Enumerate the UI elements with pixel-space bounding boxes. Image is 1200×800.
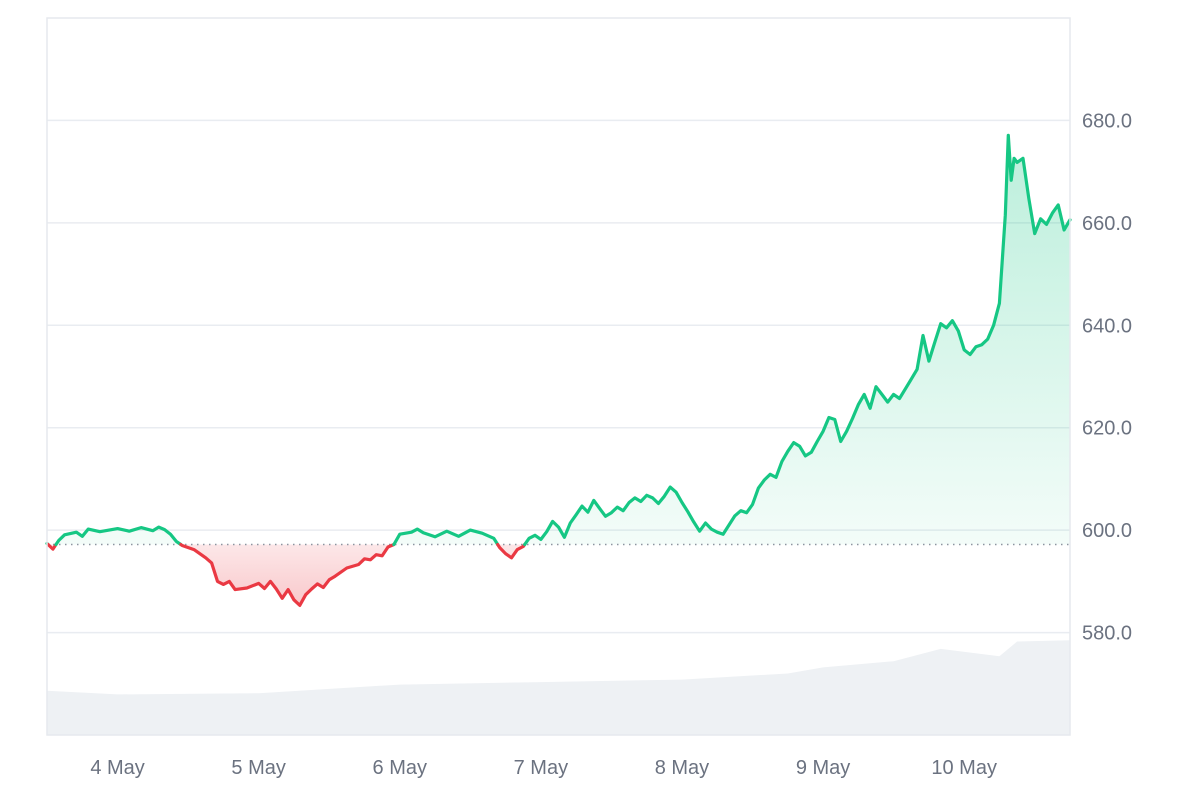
x-tick-label: 8 May <box>655 757 709 779</box>
y-axis-labels: 580.0 600.0 620.0 640.0 660.0 680.0 <box>1082 110 1132 644</box>
x-axis-labels: 4 May 5 May 6 May 7 May 8 May 9 May 10 May <box>90 757 997 779</box>
x-tick-label: 7 May <box>514 757 568 779</box>
y-tick-label: 660.0 <box>1082 213 1132 235</box>
area-below-baseline <box>181 545 394 606</box>
y-tick-label: 620.0 <box>1082 418 1132 440</box>
x-tick-label: 5 May <box>231 757 285 779</box>
x-tick-label: 6 May <box>373 757 427 779</box>
y-tick-label: 600.0 <box>1082 520 1132 542</box>
y-tick-label: 640.0 <box>1082 315 1132 337</box>
y-tick-label: 580.0 <box>1082 623 1132 645</box>
x-tick-label: 4 May <box>90 757 144 779</box>
volume-area <box>47 640 1070 735</box>
x-tick-label: 9 May <box>796 757 850 779</box>
x-tick-label: 10 May <box>931 757 997 779</box>
y-tick-label: 680.0 <box>1082 110 1132 132</box>
volume-layer <box>47 640 1070 735</box>
